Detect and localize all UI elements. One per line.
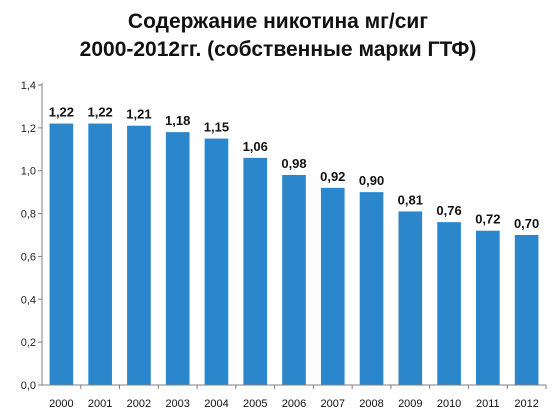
x-tick-label-2007: 2007: [321, 398, 345, 410]
data-label-2002: 1,21: [126, 107, 151, 122]
y-tick-label: 1,4: [21, 80, 36, 92]
data-label-2006: 0,98: [281, 156, 306, 171]
bar-2012: [514, 235, 539, 385]
y-tick-label: 0,0: [21, 380, 36, 392]
x-axis: 2000 2001 2002 2003 2004 2005 2006 2007 2008 2009…: [42, 384, 547, 410]
bar-series: 1,22 1,22 1,21 1,18 1,15 1,06 0,98 0,92 0,90 0,81…: [49, 105, 539, 386]
bar-2007: [320, 187, 345, 385]
x-tick-label-2011: 2011: [476, 398, 500, 410]
bar-2009: [398, 211, 423, 385]
y-tick-label: 1,0: [21, 166, 36, 178]
bar-2003: [165, 132, 190, 385]
data-label-2010: 0,76: [436, 203, 461, 218]
data-label-2001: 1,22: [87, 105, 112, 120]
data-label-2007: 0,92: [320, 169, 345, 184]
x-tick-label-2004: 2004: [204, 398, 228, 410]
y-tick-label: 0,4: [21, 294, 36, 306]
chart-title-line-1: Содержание никотина мг/сиг: [127, 10, 429, 33]
y-tick-label: 1,2: [21, 123, 36, 135]
bar-2011: [476, 230, 500, 385]
bar-2005: [243, 157, 268, 385]
x-tick-label-2001: 2001: [88, 398, 112, 410]
x-tick-label-2002: 2002: [127, 398, 151, 410]
data-label-2004: 1,15: [204, 120, 229, 135]
x-tick-label-2008: 2008: [359, 398, 383, 410]
data-label-2012: 0,70: [514, 216, 539, 231]
bar-2002: [127, 125, 151, 385]
data-label-2009: 0,81: [398, 192, 423, 207]
x-tick-label-2005: 2005: [243, 398, 267, 410]
y-tick-label: 0,2: [21, 337, 36, 349]
bar-2010: [437, 222, 461, 385]
x-tick-label-2000: 2000: [49, 398, 73, 410]
y-tick-label: 0,6: [21, 251, 36, 263]
x-tick-label-2010: 2010: [437, 398, 461, 410]
chart-title-line-2: 2000-2012гг. (собственные марки ГТФ): [79, 38, 477, 61]
data-label-2011: 0,72: [475, 212, 500, 227]
bar-2004: [204, 138, 229, 385]
bar-2008: [359, 192, 384, 385]
x-tick-label-2003: 2003: [165, 398, 189, 410]
x-tick-label-2006: 2006: [282, 398, 306, 410]
bar-2000: [49, 123, 74, 386]
x-tick-label-2012: 2012: [514, 398, 538, 410]
data-label-2005: 1,06: [243, 139, 268, 154]
x-tick-label-2009: 2009: [398, 398, 422, 410]
data-label-2003: 1,18: [165, 113, 190, 128]
bar-2001: [88, 123, 112, 386]
y-tick-label: 0,8: [21, 209, 36, 221]
data-label-2008: 0,90: [359, 173, 384, 188]
bar-2006: [282, 175, 306, 385]
chart-title: Содержание никотина мг/сиг 2000-2012гг. …: [0, 8, 556, 64]
y-axis: 0,0 0,2 0,4 0,6 0,8 1,0 1,2 1,4: [21, 80, 43, 392]
data-label-2000: 1,22: [49, 105, 74, 120]
